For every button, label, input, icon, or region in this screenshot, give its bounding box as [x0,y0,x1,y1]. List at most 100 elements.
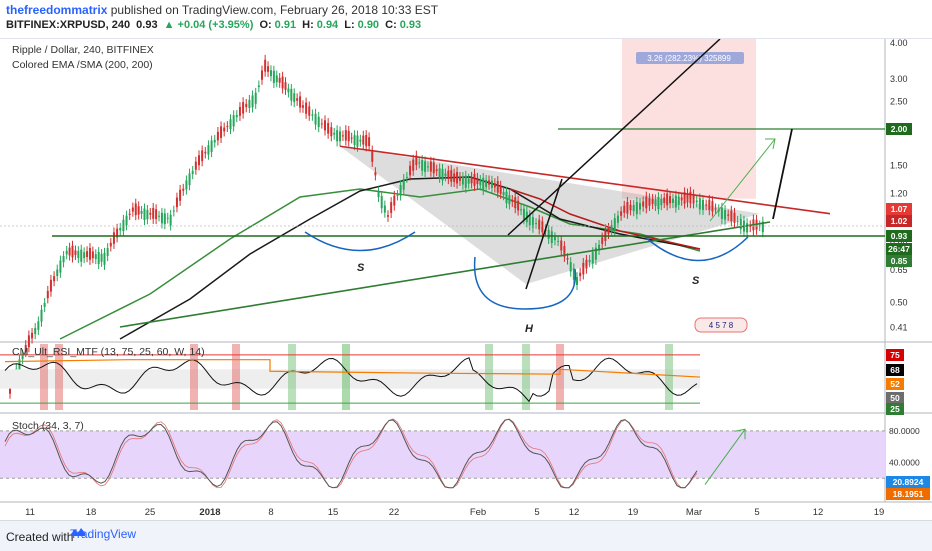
candle-body [447,170,450,180]
candle-body [119,227,122,231]
candle-body [514,197,517,209]
tradingview-link[interactable]: TradingView [70,527,136,541]
candle-body [490,180,493,189]
last-price: 0.93 [136,19,158,31]
candle-body [155,209,158,220]
candle-body [541,221,544,233]
chart-area[interactable]: 3.26 (282.23%) 325899 S H S 4 5 7 8 4.00 3.00 2… [0,38,932,521]
measure-line-up [507,39,721,236]
candle-body [220,126,223,138]
candle-body [359,139,362,142]
price-tick: 1.20 [890,188,908,198]
chart-canvas[interactable]: 3.26 (282.23%) 325899 S H S 4 5 7 8 4.00 3.00 2… [0,39,932,521]
candle-body [522,208,525,220]
candle-body [648,198,651,206]
target-zone [622,39,756,199]
candle-body [21,354,24,360]
candle-body [464,175,467,188]
price-tag-box [886,215,912,227]
candle-body [59,260,62,273]
candle-body [365,134,368,147]
candle-body [149,212,152,215]
candle-body [517,200,520,211]
candle-body [405,176,408,178]
candle-body [272,70,275,83]
candle-body [264,59,267,72]
candle-body [299,96,302,108]
candle-body [103,252,106,265]
candle-body [226,125,229,127]
candle-body [77,251,80,259]
candle-body [669,196,672,204]
candle-body [511,199,514,202]
candle-body [83,252,86,259]
candle-body [566,258,569,260]
candle-body [229,119,232,129]
price-tag-label: 0.93 [891,231,908,241]
candle-body [131,207,134,212]
candle-body [311,114,314,116]
candle-body [686,193,689,203]
candle-body [71,245,74,258]
price-tick: 1.50 [890,161,908,171]
candle-body [639,203,641,210]
candle-body [635,201,638,215]
price-tag-box [886,243,912,255]
rsi-tag-label: 25 [890,404,900,414]
low-label: L: [344,19,355,31]
candle-body [137,206,140,215]
price-tag-label: 0.85 [891,256,908,266]
indicator-title: Colored EMA /SMA (200, 200) [12,59,153,71]
candle-body [261,70,263,80]
candle-body [198,155,200,166]
candle-body [698,198,701,210]
price-tag-box [886,123,912,135]
candle-body [278,77,281,83]
candle-body [488,180,491,185]
candle-body [380,196,383,209]
candle-body [708,199,711,211]
candle-body [317,116,320,128]
candle-body [496,181,499,193]
ascending-support-line [119,221,771,328]
candle-body [390,202,393,213]
candle-body [560,240,563,251]
candle-body [620,211,623,216]
candle-body [412,159,415,171]
projection-arrow-head [765,138,776,150]
candle-body [550,231,553,244]
candle-body [166,217,169,219]
candle-body [257,85,260,88]
candle-body [724,210,727,220]
candle-body [86,251,89,258]
candle-body [758,225,761,227]
rsi-highlight-bar [665,344,673,410]
symbol-label[interactable]: BITFINEX:XRPUSD, 240 [6,19,131,31]
candle-body [505,191,508,204]
candle-body [450,170,453,182]
low-value: 0.90 [357,19,380,31]
candle-body [610,224,613,231]
candle-body [438,168,441,178]
candle-body [642,201,645,207]
candle-body [613,218,616,231]
candle-body [368,137,371,147]
rsi-highlight-bar [556,344,564,410]
stoch-k-line [4,418,698,489]
author-link[interactable]: thefreedommatrix [6,3,108,17]
candle-body [100,253,103,262]
candle-body [175,197,178,208]
time-tick: 22 [389,507,400,518]
descending-neckline [339,145,831,215]
projection-arrow [709,138,776,222]
candle-body [714,208,717,210]
candle-body [112,232,115,244]
candle-body [467,178,470,184]
candle-body [290,88,293,101]
stoch-tag-box [886,476,930,488]
candle-body [538,219,541,230]
candle-body [654,199,657,206]
candle-body [671,198,674,203]
candle-body [65,250,68,255]
candle-body [223,127,226,132]
